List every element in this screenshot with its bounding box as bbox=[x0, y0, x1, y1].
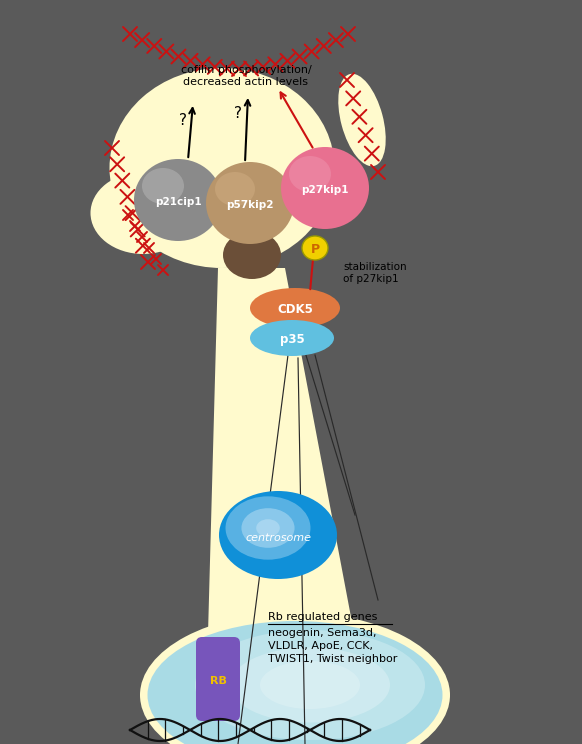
Ellipse shape bbox=[142, 168, 184, 204]
Polygon shape bbox=[205, 268, 375, 744]
Text: P: P bbox=[310, 243, 320, 255]
Ellipse shape bbox=[140, 612, 450, 744]
Ellipse shape bbox=[223, 231, 281, 279]
Ellipse shape bbox=[302, 236, 328, 260]
Ellipse shape bbox=[134, 159, 222, 241]
Ellipse shape bbox=[281, 147, 369, 229]
Ellipse shape bbox=[109, 68, 335, 268]
Text: neogenin, Sema3d,
VLDLR, ApoE, CCK,
TWIST1, Twist neighbor: neogenin, Sema3d, VLDLR, ApoE, CCK, TWIS… bbox=[268, 628, 398, 664]
Text: centrosome: centrosome bbox=[245, 533, 311, 543]
Text: p57kip2: p57kip2 bbox=[226, 200, 274, 210]
Ellipse shape bbox=[250, 288, 340, 328]
Ellipse shape bbox=[219, 491, 337, 579]
Text: CDK5: CDK5 bbox=[277, 303, 313, 315]
Text: p21cip1: p21cip1 bbox=[155, 197, 201, 207]
Text: Rb regulated genes: Rb regulated genes bbox=[268, 612, 377, 622]
Ellipse shape bbox=[215, 172, 255, 206]
Ellipse shape bbox=[256, 519, 280, 537]
Ellipse shape bbox=[90, 172, 196, 254]
Ellipse shape bbox=[242, 508, 294, 548]
Ellipse shape bbox=[225, 496, 310, 559]
Text: stabilization
of p27kip1: stabilization of p27kip1 bbox=[343, 262, 407, 284]
Text: cofilin phosphorylation/
decreased actin levels: cofilin phosphorylation/ decreased actin… bbox=[180, 65, 311, 87]
FancyBboxPatch shape bbox=[196, 637, 240, 721]
Text: RB: RB bbox=[210, 676, 226, 686]
Ellipse shape bbox=[338, 74, 386, 166]
Text: p27kip1: p27kip1 bbox=[301, 185, 349, 195]
Ellipse shape bbox=[289, 156, 331, 192]
Ellipse shape bbox=[230, 647, 390, 722]
Text: ?: ? bbox=[179, 113, 187, 128]
Ellipse shape bbox=[195, 630, 425, 740]
Ellipse shape bbox=[147, 621, 442, 744]
Ellipse shape bbox=[260, 661, 360, 709]
Text: ?: ? bbox=[234, 106, 242, 121]
Ellipse shape bbox=[206, 162, 294, 244]
Ellipse shape bbox=[250, 320, 334, 356]
Text: p35: p35 bbox=[279, 333, 304, 345]
